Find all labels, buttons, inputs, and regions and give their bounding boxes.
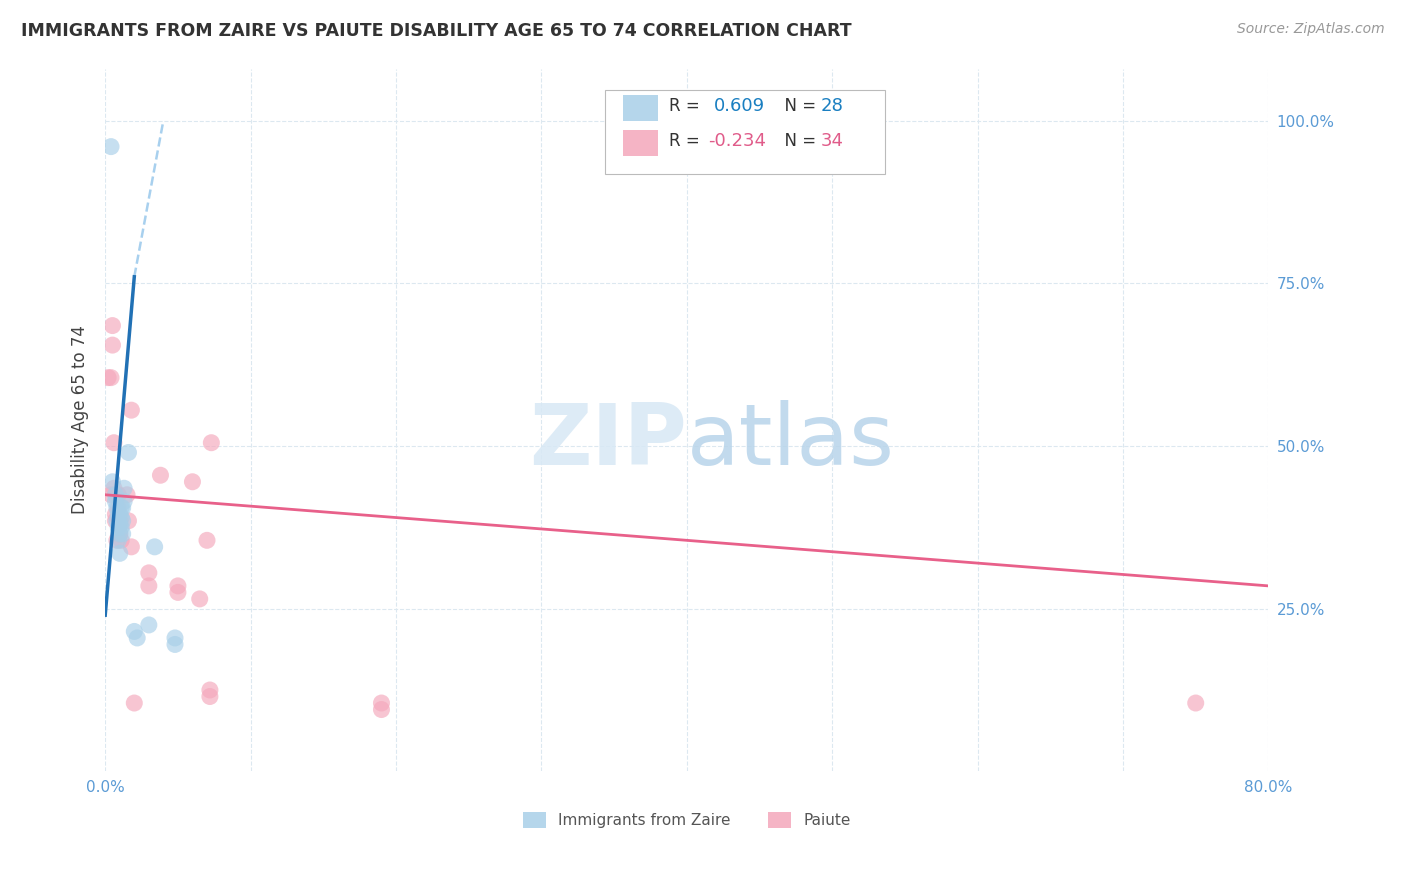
- Point: [101, 338, 124, 352]
- Point: [104, 494, 127, 508]
- Point: [97, 370, 120, 384]
- Text: R =: R =: [669, 96, 710, 115]
- Text: 34: 34: [821, 132, 844, 150]
- Point: [149, 468, 172, 483]
- Text: IMMIGRANTS FROM ZAIRE VS PAIUTE DISABILITY AGE 65 TO 74 CORRELATION CHART: IMMIGRANTS FROM ZAIRE VS PAIUTE DISABILI…: [21, 22, 852, 40]
- Point: [108, 546, 131, 560]
- Point: [200, 435, 222, 450]
- Text: N =: N =: [775, 96, 821, 115]
- Point: [107, 488, 129, 502]
- Point: [127, 631, 149, 645]
- Point: [111, 526, 134, 541]
- Point: [103, 435, 125, 450]
- Text: -0.234: -0.234: [707, 132, 766, 150]
- Bar: [623, 95, 658, 121]
- Point: [110, 533, 132, 548]
- Point: [108, 517, 131, 532]
- Point: [188, 591, 211, 606]
- Point: [181, 475, 204, 489]
- Point: [163, 637, 186, 651]
- Point: [107, 520, 129, 534]
- Point: [163, 631, 186, 645]
- Text: ZIP: ZIP: [529, 400, 686, 483]
- Text: atlas: atlas: [686, 400, 894, 483]
- Point: [143, 540, 166, 554]
- Point: [370, 696, 392, 710]
- Point: [138, 566, 160, 580]
- Point: [104, 488, 127, 502]
- Point: [100, 370, 122, 384]
- Text: Source: ZipAtlas.com: Source: ZipAtlas.com: [1237, 22, 1385, 37]
- Point: [110, 510, 132, 524]
- Point: [117, 514, 139, 528]
- FancyBboxPatch shape: [606, 89, 884, 174]
- Point: [101, 475, 124, 489]
- Point: [124, 624, 146, 639]
- Legend: Immigrants from Zaire, Paiute: Immigrants from Zaire, Paiute: [516, 805, 858, 834]
- Point: [117, 445, 139, 459]
- Point: [112, 481, 135, 495]
- Point: [120, 403, 142, 417]
- Point: [101, 318, 124, 333]
- Point: [110, 520, 132, 534]
- Point: [167, 579, 190, 593]
- Point: [108, 508, 131, 522]
- Point: [107, 533, 129, 548]
- Point: [107, 500, 129, 515]
- Point: [100, 488, 122, 502]
- Point: [120, 540, 142, 554]
- Point: [104, 514, 127, 528]
- Point: [105, 533, 128, 548]
- Point: [124, 696, 146, 710]
- Point: [111, 500, 134, 515]
- Point: [103, 481, 125, 495]
- Point: [138, 579, 160, 593]
- Text: 28: 28: [821, 96, 844, 115]
- Y-axis label: Disability Age 65 to 74: Disability Age 65 to 74: [72, 326, 89, 515]
- Point: [104, 508, 127, 522]
- Point: [108, 526, 131, 541]
- Point: [108, 526, 131, 541]
- Point: [138, 618, 160, 632]
- Point: [198, 690, 221, 704]
- Text: R =: R =: [669, 132, 706, 150]
- Point: [108, 514, 131, 528]
- Point: [107, 508, 129, 522]
- Bar: [623, 129, 658, 156]
- Point: [370, 702, 392, 716]
- Text: N =: N =: [775, 132, 821, 150]
- Point: [115, 488, 138, 502]
- Point: [195, 533, 218, 548]
- Point: [167, 585, 190, 599]
- Point: [100, 139, 122, 153]
- Point: [112, 494, 135, 508]
- Point: [111, 514, 134, 528]
- Point: [198, 683, 221, 698]
- Point: [1184, 696, 1206, 710]
- Text: 0.609: 0.609: [714, 96, 765, 115]
- Point: [110, 500, 132, 515]
- Point: [105, 514, 128, 528]
- Point: [105, 500, 128, 515]
